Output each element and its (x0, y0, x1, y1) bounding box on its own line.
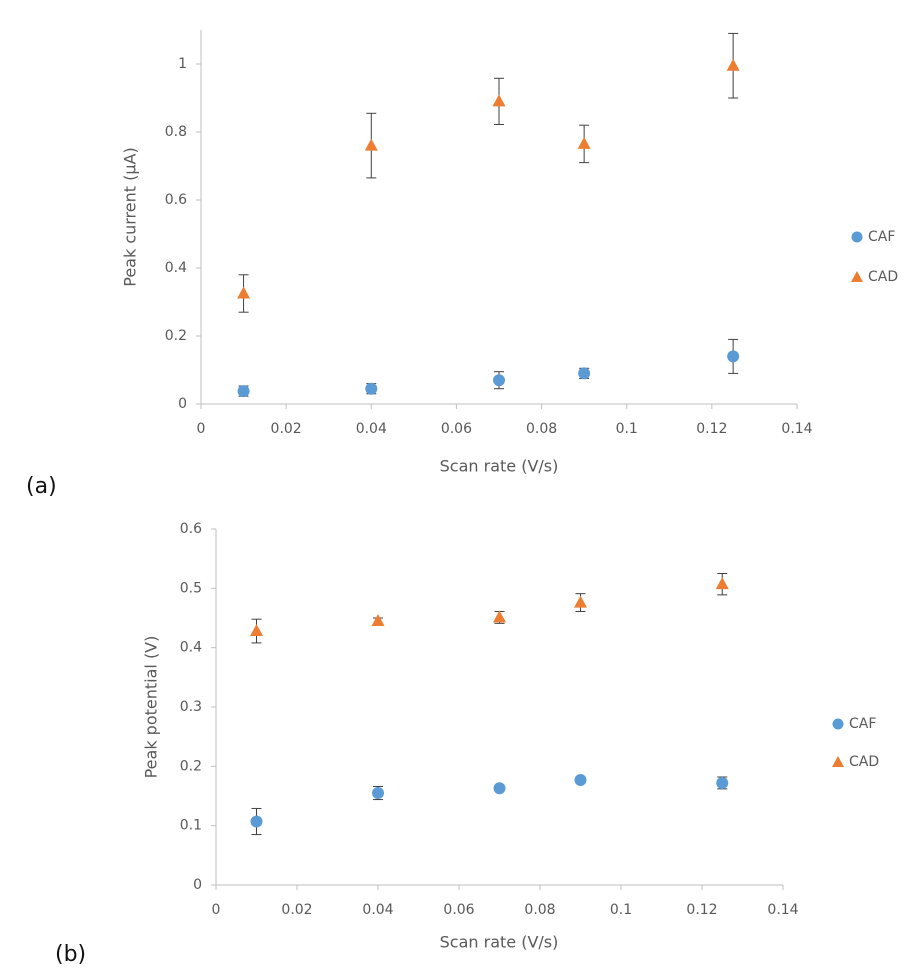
y-axis-title: Peak current (μA) (121, 147, 140, 287)
legend-entry: CAD (832, 754, 879, 770)
marker-circle (493, 374, 505, 387)
marker-circle (237, 385, 250, 398)
y-tick-label: 0.6 (165, 192, 187, 208)
y-tick-label: 0.2 (180, 758, 202, 774)
y-tick-label: 0 (178, 396, 187, 412)
marker-circle (250, 815, 263, 828)
x-tick-label: 0.04 (362, 902, 393, 918)
y-tick-label: 0.6 (180, 521, 202, 537)
x-axis-title: Scan rate (V/s) (440, 933, 559, 952)
y-tick-label: 0.4 (180, 640, 202, 656)
marker-triangle (371, 613, 385, 626)
marker-triangle (574, 595, 587, 608)
x-tick-label: 0 (197, 421, 206, 437)
x-tick-label: 0.06 (443, 902, 474, 918)
x-tick-label: 0.08 (524, 902, 555, 918)
marker-triangle (726, 58, 740, 71)
x-tick-label: 0.02 (281, 902, 312, 918)
legend-marker (851, 271, 863, 282)
marker-circle (727, 350, 740, 363)
marker-triangle (492, 94, 506, 107)
panel-label: (b) (55, 942, 86, 967)
marker-triangle (715, 577, 729, 590)
marker-triangle (250, 624, 263, 637)
marker-triangle (577, 136, 591, 149)
marker-circle (493, 782, 506, 795)
legend-marker (851, 231, 863, 243)
marker-circle (372, 787, 384, 800)
x-tick-label: 0.04 (356, 421, 387, 437)
y-tick-label: 0.3 (180, 699, 202, 715)
legend-label: CAF (868, 229, 895, 245)
x-tick-label: 0.14 (781, 421, 812, 437)
x-axis-title: Scan rate (V/s) (440, 457, 559, 476)
x-tick-label: 0.12 (686, 902, 717, 918)
x-tick-label: 0.1 (610, 902, 632, 918)
y-axis-title: Peak potential (V) (142, 636, 161, 779)
legend-label: CAF (849, 716, 876, 732)
legend-label: CAD (868, 269, 898, 285)
legend-entry: CAD (851, 269, 898, 285)
marker-triangle (364, 138, 378, 151)
chart: 0 0.2 0.4 0.6 0.8 1 0 0.02 0.04 0.06 0.08 0.1 0.12 0.… (26, 30, 898, 499)
marker-circle (578, 367, 591, 380)
y-tick-label: 0.1 (180, 818, 202, 834)
marker-triangle (493, 610, 506, 623)
legend-label: CAD (849, 754, 879, 770)
marker-circle (365, 382, 378, 395)
x-tick-label: 0.1 (616, 421, 638, 437)
panel-label: (a) (26, 474, 57, 499)
legend-entry: CAF (832, 716, 876, 732)
x-tick-label: 0.14 (767, 902, 798, 918)
legend-entry: CAF (851, 229, 895, 245)
y-tick-label: 0.4 (165, 260, 187, 276)
y-tick-label: 0 (193, 877, 202, 893)
x-tick-label: 0.06 (441, 421, 472, 437)
marker-circle (716, 776, 729, 789)
marker-circle (574, 773, 587, 786)
legend-marker (832, 718, 844, 730)
y-tick-label: 0.2 (165, 328, 187, 344)
x-tick-label: 0.02 (271, 421, 302, 437)
marker-triangle (237, 286, 251, 299)
y-tick-label: 0.5 (180, 580, 202, 596)
legend-marker (832, 756, 844, 767)
y-tick-label: 1 (178, 56, 187, 72)
chart: 0 0.1 0.2 0.3 0.4 0.5 0.6 0 0.02 0.04 0.06 0.08 0.1 0… (55, 521, 879, 967)
x-tick-label: 0.12 (696, 421, 727, 437)
x-tick-label: 0 (212, 902, 221, 918)
y-tick-label: 0.8 (165, 124, 187, 140)
x-tick-label: 0.08 (526, 421, 557, 437)
